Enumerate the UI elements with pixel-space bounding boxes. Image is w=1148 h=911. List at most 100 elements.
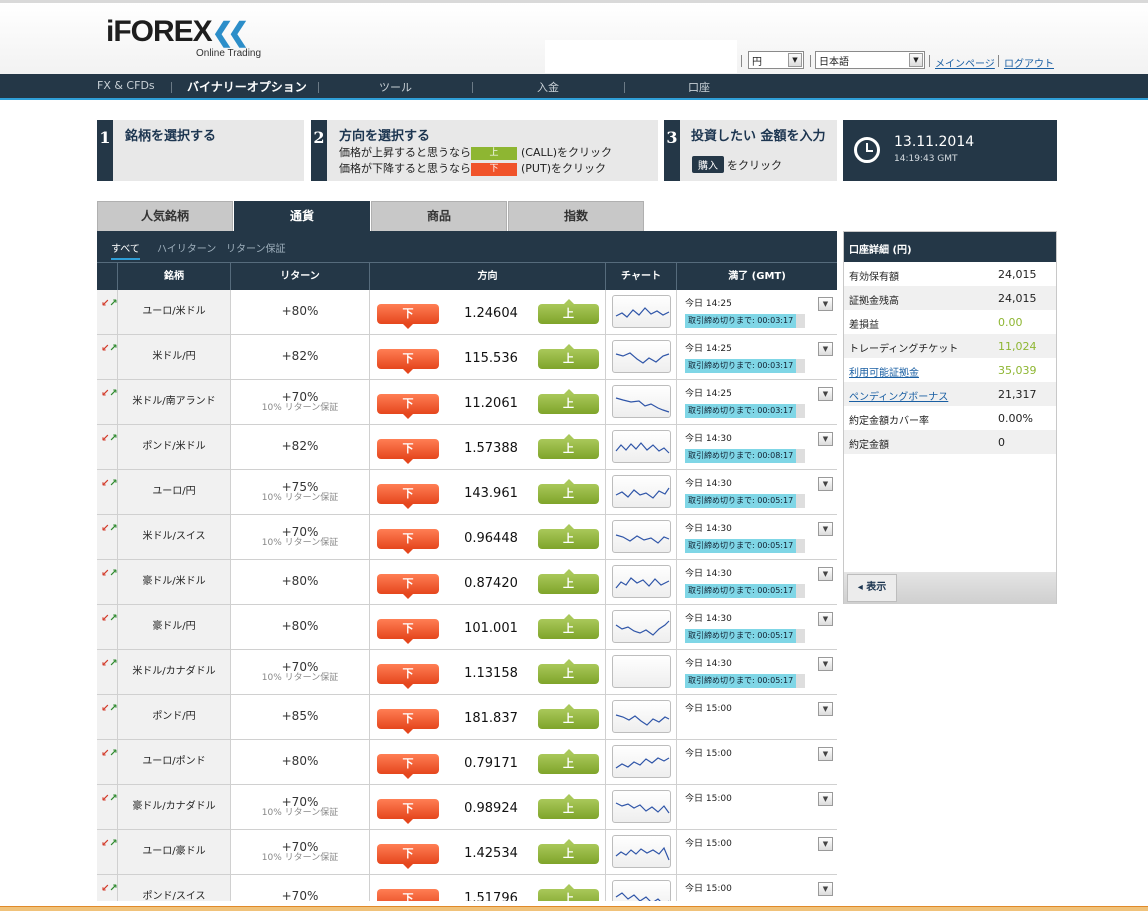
call-button[interactable]: 上 — [538, 569, 599, 594]
instrument-name[interactable]: ユーロ/ポンド — [117, 740, 230, 784]
account-row: ペンディングボーナス 21,317 — [844, 382, 1056, 406]
instrument-name[interactable]: ユーロ/米ドル — [117, 290, 230, 334]
nav-item-deposit[interactable]: 入金 — [537, 81, 559, 94]
mini-chart[interactable] — [612, 700, 671, 733]
nav-item-account[interactable]: 口座 — [688, 81, 710, 94]
expiry-dropdown-chevron-icon[interactable]: ▼ — [818, 702, 833, 716]
expiry-dropdown-chevron-icon[interactable]: ▼ — [818, 432, 833, 446]
instrument-name[interactable]: 米ドル/南アランド — [117, 380, 230, 424]
call-button[interactable]: 上 — [538, 794, 599, 819]
mini-chart[interactable] — [612, 835, 671, 868]
mini-chart[interactable] — [612, 565, 671, 598]
main-nav: FX & CFDs バイナリーオプション ツール 入金 口座 — [0, 74, 1148, 100]
put-button[interactable]: 下 — [377, 484, 439, 509]
put-button[interactable]: 下 — [377, 574, 439, 599]
instrument-name[interactable]: 豪ドル/円 — [117, 605, 230, 649]
call-button[interactable]: 上 — [538, 749, 599, 774]
expiry-dropdown-chevron-icon[interactable]: ▼ — [818, 567, 833, 581]
iforex-logo[interactable]: iFOREX❮❮ Online Trading — [106, 17, 261, 60]
mini-chart[interactable] — [612, 475, 671, 508]
expiry-dropdown-chevron-icon[interactable]: ▼ — [818, 792, 833, 806]
put-button[interactable]: 下 — [377, 394, 439, 419]
instrument-name[interactable]: 豪ドル/カナダドル — [117, 785, 230, 829]
tab-commodities[interactable]: 商品 — [371, 201, 507, 232]
account-label[interactable]: ペンディングボーナス — [849, 392, 949, 403]
logout-link[interactable]: ログアウト — [1004, 59, 1054, 70]
mini-chart[interactable] — [612, 610, 671, 643]
show-button[interactable]: ◂ 表示 — [847, 574, 897, 602]
call-button[interactable]: 上 — [538, 344, 599, 369]
call-button[interactable]: 上 — [538, 614, 599, 639]
call-button[interactable]: 上 — [538, 704, 599, 729]
subtab-guaranteed-return[interactable]: リターン保証 — [226, 244, 286, 255]
instrument-name[interactable]: ユーロ/円 — [117, 470, 230, 514]
expiry-dropdown-chevron-icon[interactable]: ▼ — [818, 477, 833, 491]
nav-item-tools[interactable]: ツール — [379, 81, 412, 94]
mini-chart[interactable] — [612, 790, 671, 823]
expiry-dropdown-chevron-icon[interactable]: ▼ — [818, 657, 833, 671]
tab-popular[interactable]: 人気銘柄 — [97, 201, 233, 232]
expiry-cell: 今日 14:25 取引締め切りまで: 00:03:17 ▼ — [676, 380, 837, 424]
put-button[interactable]: 下 — [377, 304, 439, 329]
instrument-name[interactable]: 米ドル/カナダドル — [117, 650, 230, 694]
expiry-dropdown-chevron-icon[interactable]: ▼ — [818, 747, 833, 761]
expiry-dropdown-chevron-icon[interactable]: ▼ — [818, 522, 833, 536]
expiry-dropdown-chevron-icon[interactable]: ▼ — [818, 882, 833, 896]
account-row: 差損益 0.00 — [844, 310, 1056, 334]
chart-cell — [605, 425, 676, 469]
instrument-name[interactable]: ポンド/米ドル — [117, 425, 230, 469]
call-button[interactable]: 上 — [538, 299, 599, 324]
put-button[interactable]: 下 — [377, 844, 439, 869]
put-button[interactable]: 下 — [377, 664, 439, 689]
instrument-name[interactable]: 豪ドル/米ドル — [117, 560, 230, 604]
nav-item-binary-options[interactable]: バイナリーオプション — [187, 80, 307, 94]
instrument-name[interactable]: ポンド/スイス — [117, 875, 230, 901]
currency-select[interactable]: 円 ▼ — [748, 51, 804, 69]
expiry-dropdown-chevron-icon[interactable]: ▼ — [818, 387, 833, 401]
mini-chart[interactable] — [612, 295, 671, 328]
mini-chart[interactable] — [612, 430, 671, 463]
call-button[interactable]: 上 — [538, 479, 599, 504]
expiry-dropdown-chevron-icon[interactable]: ▼ — [818, 342, 833, 356]
expiry-dropdown-chevron-icon[interactable]: ▼ — [818, 297, 833, 311]
call-button[interactable]: 上 — [538, 884, 599, 901]
subtab-all[interactable]: すべて — [111, 240, 140, 260]
instrument-name[interactable]: 米ドル/円 — [117, 335, 230, 379]
put-button[interactable]: 下 — [377, 889, 439, 901]
instrument-name[interactable]: ポンド/円 — [117, 695, 230, 739]
call-button[interactable]: 上 — [538, 434, 599, 459]
account-label[interactable]: 利用可能証拠金 — [849, 368, 919, 379]
call-button[interactable]: 上 — [538, 659, 599, 684]
call-button[interactable]: 上 — [538, 389, 599, 414]
expiry-dropdown-chevron-icon[interactable]: ▼ — [818, 612, 833, 626]
mini-chart[interactable] — [612, 520, 671, 553]
return-value: +82% — [281, 349, 319, 363]
put-button[interactable]: 下 — [377, 619, 439, 644]
put-button[interactable]: 下 — [377, 349, 439, 374]
language-select[interactable]: 日本語 ▼ — [815, 51, 925, 69]
mini-chart[interactable] — [612, 385, 671, 418]
tab-indices[interactable]: 指数 — [508, 201, 644, 232]
sparkline-icon — [615, 577, 670, 589]
tab-currencies[interactable]: 通貨 — [234, 201, 370, 232]
instrument-name[interactable]: ユーロ/豪ドル — [117, 830, 230, 874]
put-button[interactable]: 下 — [377, 529, 439, 554]
mini-chart[interactable] — [612, 745, 671, 778]
mini-chart[interactable] — [612, 655, 671, 688]
nav-item-fx-cfds[interactable]: FX & CFDs — [97, 79, 155, 92]
instrument-name[interactable]: 米ドル/スイス — [117, 515, 230, 559]
subtab-high-return[interactable]: ハイリターン — [157, 244, 217, 255]
put-button[interactable]: 下 — [377, 754, 439, 779]
mini-chart[interactable] — [612, 880, 671, 901]
put-button[interactable]: 下 — [377, 799, 439, 824]
main-page-link[interactable]: メインページ — [935, 59, 995, 70]
mini-chart[interactable] — [612, 340, 671, 373]
countdown-text: 取引締め切りまで: 00:05:17 — [688, 631, 794, 640]
clock-icon — [854, 137, 880, 163]
call-button[interactable]: 上 — [538, 839, 599, 864]
expiry-dropdown-chevron-icon[interactable]: ▼ — [818, 837, 833, 851]
countdown-text: 取引締め切りまで: 00:08:17 — [688, 451, 794, 460]
call-button[interactable]: 上 — [538, 524, 599, 549]
put-button[interactable]: 下 — [377, 439, 439, 464]
put-button[interactable]: 下 — [377, 709, 439, 734]
